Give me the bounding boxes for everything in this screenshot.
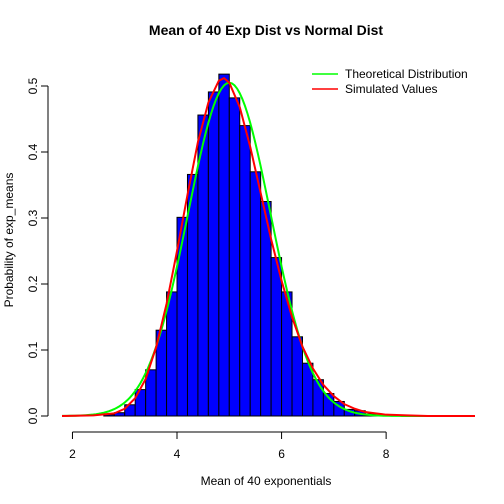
histogram-bar xyxy=(239,125,251,417)
y-tick-label: 0.5 xyxy=(26,77,40,94)
simulated-values-line xyxy=(61,77,475,417)
histogram-bar xyxy=(166,291,178,417)
y-tick-label: 0.3 xyxy=(26,209,40,226)
histogram-bar xyxy=(218,73,230,417)
x-tick-label: 4 xyxy=(174,447,181,461)
legend-item-simulated-label: Simulated Values xyxy=(345,82,438,96)
histogram-bar xyxy=(270,257,283,417)
legend-item-theoretical-label: Theoretical Distribution xyxy=(345,67,468,81)
histogram-bar xyxy=(228,97,241,417)
histogram-bar xyxy=(291,336,303,417)
y-tick-label: 0.2 xyxy=(26,275,40,292)
histogram-bar xyxy=(207,91,220,417)
chart-title: Mean of 40 Exp Dist vs Normal Dist xyxy=(149,22,384,38)
y-tick-label: 0.4 xyxy=(26,143,40,160)
density-curves xyxy=(61,77,475,417)
x-tick-label: 2 xyxy=(69,447,76,461)
histogram-bar xyxy=(312,379,324,417)
x-tick-label: 6 xyxy=(278,447,285,461)
histogram-bar xyxy=(249,171,262,417)
y-axis-label: Probability of exp_means xyxy=(2,173,16,308)
y-tick-label: 0.1 xyxy=(26,341,40,358)
x-axis-label: Mean of 40 exponentials xyxy=(201,474,332,488)
x-tick-label: 8 xyxy=(383,447,390,461)
y-tick-label: 0.0 xyxy=(26,407,40,424)
axes: 2 4 6 8 0.0 0.1 0.2 0.3 0.4 0.5 xyxy=(26,77,390,461)
